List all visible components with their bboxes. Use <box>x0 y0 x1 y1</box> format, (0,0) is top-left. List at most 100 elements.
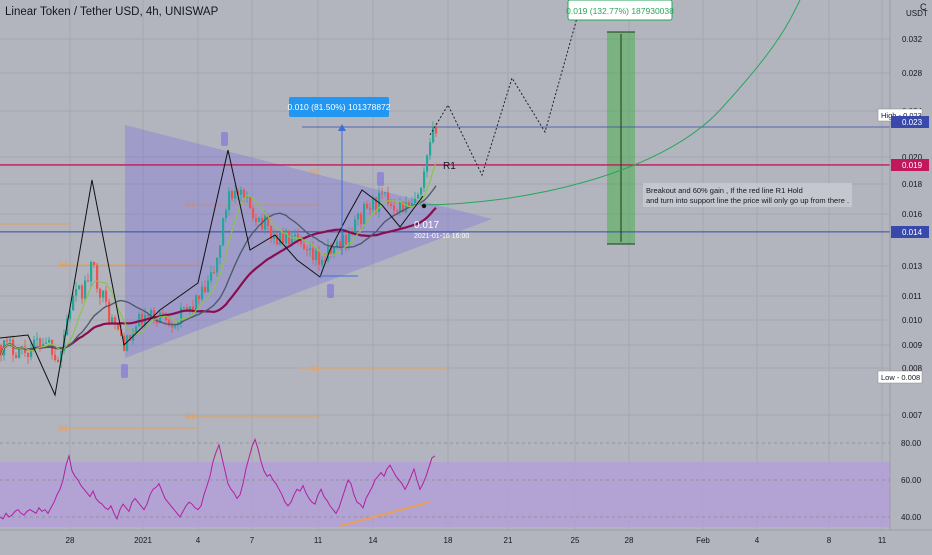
candle-body <box>423 171 426 188</box>
rsi-band <box>0 462 890 527</box>
candle-body <box>210 272 213 281</box>
candle-body <box>402 201 405 213</box>
candle-body <box>198 295 201 300</box>
scale-mode-icon[interactable]: C <box>920 2 927 12</box>
candle-body <box>330 244 333 254</box>
candle-body <box>279 233 282 245</box>
candle-body <box>315 250 318 260</box>
candle-body <box>189 306 192 311</box>
candle-body <box>207 280 210 293</box>
price-tag-label: 0.019 <box>902 161 923 170</box>
candle-body <box>96 264 99 289</box>
price-axis[interactable] <box>890 0 932 550</box>
candle-body <box>27 352 30 358</box>
candle-body <box>192 306 195 312</box>
price-tag-label: 0.014 <box>902 228 923 237</box>
time-tick-label: 4 <box>755 536 760 545</box>
price-tag-box <box>891 116 929 128</box>
candle-body <box>84 280 87 299</box>
candle-body <box>48 339 51 343</box>
candle-body <box>60 350 63 363</box>
pivot-label: S1 <box>310 364 320 373</box>
rsi-divergence-line <box>339 501 431 527</box>
rsi-line <box>0 437 436 521</box>
candle-body <box>81 285 84 299</box>
candle-body <box>153 310 156 319</box>
candle-body <box>204 286 207 293</box>
candle-body <box>237 190 240 195</box>
price-tick-label: 0.009 <box>902 341 923 350</box>
time-tick-label: 25 <box>571 536 580 545</box>
price-tick-label: 0.008 <box>902 364 923 373</box>
candle-body <box>321 260 324 265</box>
candle-body <box>369 208 372 210</box>
projection-curve <box>419 0 801 206</box>
pivot-label: R1 <box>58 424 69 433</box>
price-tick-label: 0.032 <box>902 35 923 44</box>
price-tick-label: 0.018 <box>902 180 923 189</box>
candle-body <box>36 338 39 340</box>
time-tick-label: 7 <box>250 536 255 545</box>
price-tag-box <box>891 226 929 238</box>
candle-body <box>282 233 285 244</box>
candle-body <box>357 213 360 220</box>
candle-body <box>168 320 171 326</box>
triangle-handle-top <box>221 132 228 146</box>
candle-body <box>345 234 348 245</box>
candle-body <box>72 295 75 311</box>
candle-body <box>201 286 204 300</box>
candle-body <box>180 307 183 323</box>
candle-body <box>318 250 321 265</box>
candle-body <box>183 307 186 309</box>
candle-body <box>18 348 21 358</box>
candle-body <box>390 203 393 206</box>
candle-body <box>435 126 438 134</box>
candle-body <box>426 155 429 172</box>
triangle-handle <box>377 172 384 186</box>
candle-body <box>114 317 117 325</box>
note-text-line2: and turn into support line the price wil… <box>646 196 849 205</box>
candle-body <box>171 325 174 328</box>
candle-body <box>258 217 261 222</box>
candle-body <box>150 310 153 317</box>
candle-body <box>291 236 294 245</box>
candle-body <box>354 219 357 234</box>
candle-body <box>309 248 312 251</box>
candle-body <box>276 234 279 245</box>
candle-body <box>342 234 345 247</box>
candle-body <box>147 314 150 317</box>
candle-body <box>375 197 378 212</box>
candle-body <box>159 312 162 323</box>
candle-body <box>117 324 120 330</box>
candle-body <box>363 203 366 225</box>
candle-body <box>249 195 252 209</box>
candle-body <box>24 346 27 353</box>
candle-body <box>105 290 108 302</box>
candle-body <box>42 343 45 348</box>
candle-body <box>111 317 114 323</box>
candle-body <box>6 340 9 342</box>
candle-body <box>225 210 228 219</box>
pivot-label: S1 <box>185 412 195 421</box>
candle-body <box>174 325 177 328</box>
candle-body <box>222 218 225 246</box>
candle-body <box>366 203 369 209</box>
ma-mid-line <box>0 185 437 356</box>
candle-body <box>255 217 258 222</box>
candle-body <box>39 338 42 348</box>
candle-body <box>87 280 90 282</box>
candle-body <box>231 191 234 199</box>
currency-label: USDT <box>906 9 928 18</box>
projection-path <box>429 17 578 177</box>
time-tick-label: 28 <box>66 536 75 545</box>
candle-body <box>381 192 384 194</box>
triangle-handle-bottom <box>121 364 128 378</box>
candle-body <box>285 230 288 244</box>
time-axis-ticks[interactable]: 28 2021 4 7 11 14 18 21 25 28 Feb 4 8 11 <box>66 536 887 545</box>
candle-body <box>312 248 315 260</box>
candle-body <box>273 234 276 239</box>
candle-body <box>57 360 60 363</box>
